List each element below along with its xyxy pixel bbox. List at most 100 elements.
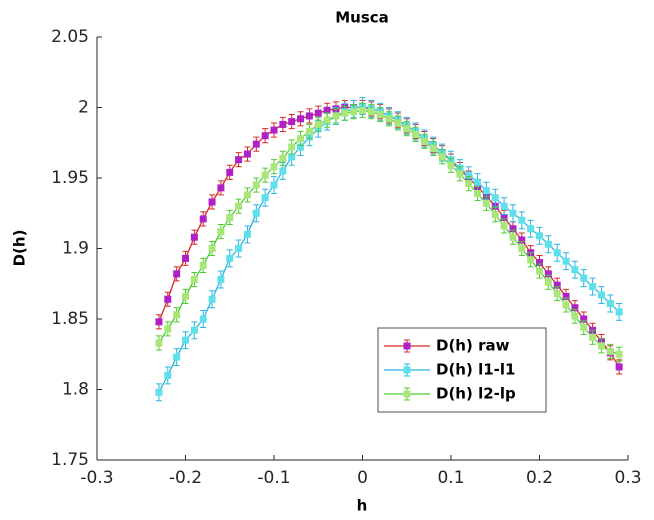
marker xyxy=(279,120,287,128)
marker xyxy=(208,295,216,303)
marker xyxy=(536,232,543,240)
marker xyxy=(553,290,561,298)
marker xyxy=(190,326,198,334)
legend-marker xyxy=(403,342,411,350)
x-tick-label: -0.2 xyxy=(169,468,202,488)
x-tick-label: -0.1 xyxy=(257,468,290,488)
marker xyxy=(208,198,216,206)
marker xyxy=(527,256,535,264)
marker xyxy=(199,315,207,323)
marker xyxy=(279,167,287,175)
marker xyxy=(190,233,198,241)
marker xyxy=(562,257,570,265)
marker xyxy=(553,281,561,289)
marker xyxy=(270,181,278,189)
marker xyxy=(332,112,340,120)
marker xyxy=(164,295,172,303)
x-tick-label: 0 xyxy=(357,468,368,488)
marker xyxy=(553,249,561,257)
marker xyxy=(580,274,588,282)
marker xyxy=(536,259,543,267)
marker xyxy=(199,261,207,269)
marker xyxy=(491,194,499,202)
marker xyxy=(341,109,349,117)
x-tick-label: -0.3 xyxy=(80,468,113,488)
marker xyxy=(500,202,508,210)
marker xyxy=(217,184,225,192)
marker xyxy=(571,312,579,320)
marker xyxy=(615,363,623,371)
marker xyxy=(544,270,552,278)
marker xyxy=(536,267,543,275)
marker xyxy=(173,353,181,361)
marker xyxy=(226,254,234,262)
marker xyxy=(261,132,269,140)
marker xyxy=(544,278,552,286)
marker xyxy=(226,168,234,176)
marker xyxy=(544,240,552,248)
marker xyxy=(208,245,216,252)
marker xyxy=(226,213,234,221)
x-tick-label: 0.2 xyxy=(526,468,553,488)
marker xyxy=(562,301,570,309)
marker xyxy=(589,333,597,341)
marker xyxy=(288,118,296,126)
series-line xyxy=(158,109,620,355)
marker xyxy=(403,125,411,133)
marker xyxy=(420,137,428,145)
marker xyxy=(164,371,172,379)
marker xyxy=(217,276,225,284)
marker xyxy=(323,106,331,114)
marker xyxy=(182,292,189,300)
marker xyxy=(190,276,198,284)
marker xyxy=(606,299,614,307)
legend-marker xyxy=(403,390,411,398)
marker xyxy=(323,116,331,124)
marker xyxy=(465,171,473,179)
marker xyxy=(243,230,251,238)
marker xyxy=(235,156,243,164)
marker xyxy=(297,115,305,123)
marker xyxy=(474,190,482,198)
marker xyxy=(491,211,499,219)
marker xyxy=(217,228,225,236)
marker xyxy=(252,181,260,189)
marker xyxy=(261,194,269,202)
marker xyxy=(518,216,526,224)
legend-label: D(h) raw xyxy=(436,337,510,355)
marker xyxy=(182,336,189,344)
marker xyxy=(580,323,588,331)
marker xyxy=(509,225,517,233)
marker xyxy=(252,140,260,148)
marker xyxy=(615,308,623,316)
marker xyxy=(297,143,305,151)
marker xyxy=(155,388,163,396)
marker xyxy=(359,106,366,114)
marker xyxy=(270,163,278,171)
marker xyxy=(518,245,526,252)
y-tick-label: 1.9 xyxy=(62,239,89,259)
x-tick-label: 0.3 xyxy=(614,468,641,488)
marker xyxy=(571,304,579,312)
marker xyxy=(261,171,269,179)
y-tick-label: 2.05 xyxy=(51,27,89,47)
marker xyxy=(243,150,251,158)
marker xyxy=(571,266,579,274)
marker xyxy=(589,283,597,291)
marker xyxy=(615,350,623,358)
marker xyxy=(527,225,535,233)
marker xyxy=(385,115,393,123)
chart-title: Musca xyxy=(335,9,389,27)
marker xyxy=(288,143,296,151)
marker xyxy=(314,109,322,117)
marker xyxy=(235,245,243,252)
marker xyxy=(447,161,455,169)
marker xyxy=(518,236,526,244)
y-tick-label: 1.85 xyxy=(51,309,89,329)
marker xyxy=(270,126,278,134)
marker xyxy=(173,270,181,278)
marker xyxy=(394,119,402,127)
marker xyxy=(164,325,172,333)
marker xyxy=(500,222,508,230)
marker xyxy=(235,202,243,210)
